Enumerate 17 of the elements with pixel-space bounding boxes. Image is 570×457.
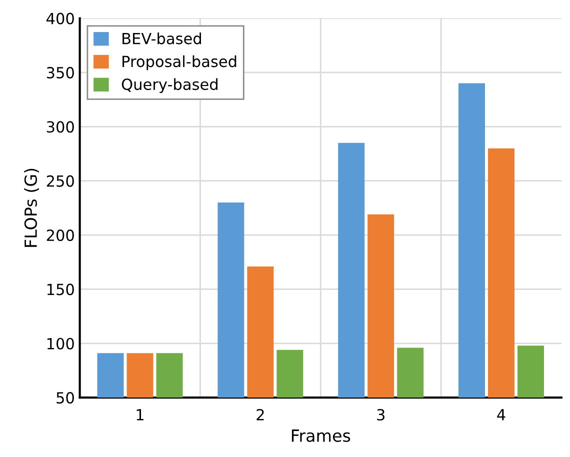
x-tick-label: 2 [256, 408, 264, 420]
legend-label: Query-based [122, 78, 218, 94]
y-tick-label: 150 [47, 284, 74, 296]
y-tick-label: 250 [46, 175, 74, 187]
legend-label: Proposal-based [122, 55, 236, 70]
y-tick-label: 200 [46, 229, 74, 242]
x-tick-label: 3 [377, 408, 384, 421]
x-axis-title: Frames [292, 430, 350, 442]
y-axis-title: FLOPs (G) [24, 168, 39, 247]
legend-label: BEV-based [122, 32, 201, 44]
y-tick-label: 300 [46, 121, 74, 133]
y-tick-label: 100 [47, 338, 74, 350]
y-tick-label: 400 [46, 12, 74, 24]
x-tick-label: 4 [497, 409, 506, 420]
y-tick-label: 350 [46, 66, 74, 78]
y-tick-label: 50 [56, 392, 74, 404]
x-tick-label: 1 [136, 409, 144, 420]
